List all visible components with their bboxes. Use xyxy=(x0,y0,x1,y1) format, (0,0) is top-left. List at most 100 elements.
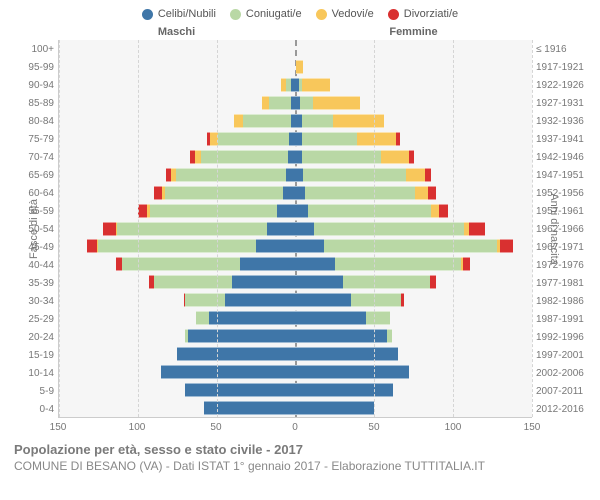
age-label: 70-74 xyxy=(10,148,58,166)
bar-segment xyxy=(500,239,513,253)
bar-segment xyxy=(176,168,286,182)
bar-segment xyxy=(150,204,276,218)
bar-segment xyxy=(196,311,209,325)
birth-label: 1997-2001 xyxy=(532,346,590,364)
male-bar xyxy=(59,222,296,236)
bar-segment xyxy=(366,311,390,325)
female-bar xyxy=(296,275,533,289)
bar-segment xyxy=(232,275,295,289)
chart-footer: Popolazione per età, sesso e stato civil… xyxy=(14,442,590,474)
legend-item: Divorziati/e xyxy=(388,8,458,20)
bar-segment xyxy=(430,275,436,289)
male-bar xyxy=(59,257,296,271)
legend-item: Celibi/Nubili xyxy=(142,8,216,20)
pyramid-row xyxy=(59,327,532,345)
pyramid-row xyxy=(59,112,532,130)
bar-segment xyxy=(161,365,295,379)
bar-segment xyxy=(313,96,360,110)
age-label: 30-34 xyxy=(10,292,58,310)
female-bar xyxy=(296,186,533,200)
bar-segment xyxy=(103,222,116,236)
birth-label: 1987-1991 xyxy=(532,310,590,328)
age-label: 75-79 xyxy=(10,130,58,148)
y-labels-birth: ≤ 19161917-19211922-19261927-19311932-19… xyxy=(532,40,590,418)
population-pyramid-chart: Celibi/NubiliConiugati/eVedovi/eDivorzia… xyxy=(0,0,600,500)
female-bar xyxy=(296,42,533,56)
pyramid-row xyxy=(59,309,532,327)
male-bar xyxy=(59,329,296,343)
pyramid-row xyxy=(59,94,532,112)
y-axis-title-right: Anni di nascita xyxy=(548,193,560,265)
bar-segment xyxy=(154,186,162,200)
bar-segment xyxy=(302,132,357,146)
male-bar xyxy=(59,347,296,361)
male-bar xyxy=(59,60,296,74)
bar-segment xyxy=(296,347,398,361)
bar-segment xyxy=(305,186,415,200)
bar-segment xyxy=(296,222,315,236)
bar-segment xyxy=(314,222,464,236)
pyramid-row xyxy=(59,202,532,220)
bar-segment xyxy=(204,401,295,415)
bar-segment xyxy=(87,239,96,253)
male-bar xyxy=(59,42,296,56)
bar-segment xyxy=(296,329,387,343)
bar-segment xyxy=(209,311,296,325)
female-bar xyxy=(296,60,533,74)
bar-segment xyxy=(415,186,428,200)
male-bar xyxy=(59,239,296,253)
pyramid-row xyxy=(59,363,532,381)
birth-label: 1972-1976 xyxy=(532,256,590,274)
bar-segment xyxy=(335,257,461,271)
female-bar xyxy=(296,257,533,271)
female-bar xyxy=(296,239,533,253)
bar-segment xyxy=(296,186,305,200)
x-axis: 150100500 50100150 xyxy=(58,422,532,436)
chart-title: Popolazione per età, sesso e stato civil… xyxy=(14,442,590,459)
male-bar xyxy=(59,96,296,110)
birth-label: 1917-1921 xyxy=(532,58,590,76)
bar-segment xyxy=(409,150,414,164)
bar-segment xyxy=(296,275,343,289)
bar-segment xyxy=(98,239,256,253)
bar-segment xyxy=(296,365,410,379)
female-bar xyxy=(296,96,533,110)
female-bar xyxy=(296,132,533,146)
pyramid-row xyxy=(59,291,532,309)
header-male: Maschi xyxy=(58,26,295,38)
age-label: 95-99 xyxy=(10,58,58,76)
bar-segment xyxy=(286,168,295,182)
age-label: 10-14 xyxy=(10,364,58,382)
pyramid-row xyxy=(59,166,532,184)
side-headers: Maschi Femmine xyxy=(58,26,532,38)
male-bar xyxy=(59,78,296,92)
birth-label: 2007-2011 xyxy=(532,382,590,400)
female-bar xyxy=(296,311,533,325)
bar-segment xyxy=(357,132,396,146)
age-label: 90-94 xyxy=(10,76,58,94)
age-label: 100+ xyxy=(10,40,58,58)
bar-segment xyxy=(296,239,324,253)
bar-segment xyxy=(333,114,383,128)
bar-segment xyxy=(154,275,233,289)
bar-segment xyxy=(425,168,431,182)
pyramid-row xyxy=(59,76,532,94)
male-bar xyxy=(59,168,296,182)
bar-segment xyxy=(138,204,147,218)
legend-label: Coniugati/e xyxy=(246,8,302,20)
male-bar xyxy=(59,186,296,200)
birth-label: 1947-1951 xyxy=(532,166,590,184)
pyramid-row xyxy=(59,237,532,255)
female-bar xyxy=(296,78,533,92)
age-label: 5-9 xyxy=(10,382,58,400)
x-tick: 150 xyxy=(50,422,67,433)
bar-segment xyxy=(188,329,295,343)
legend: Celibi/NubiliConiugati/eVedovi/eDivorzia… xyxy=(10,8,590,20)
male-bar xyxy=(59,311,296,325)
bar-segment xyxy=(117,222,267,236)
x-tick: 100 xyxy=(129,422,146,433)
legend-swatch xyxy=(316,9,327,20)
male-bar xyxy=(59,132,296,146)
female-bar xyxy=(296,204,533,218)
female-bar xyxy=(296,222,533,236)
